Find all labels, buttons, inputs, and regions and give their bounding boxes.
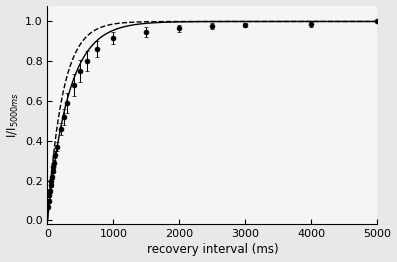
Y-axis label: I/I$_{5000ms}$: I/I$_{5000ms}$ [6, 92, 21, 138]
X-axis label: recovery interval (ms): recovery interval (ms) [146, 243, 278, 256]
